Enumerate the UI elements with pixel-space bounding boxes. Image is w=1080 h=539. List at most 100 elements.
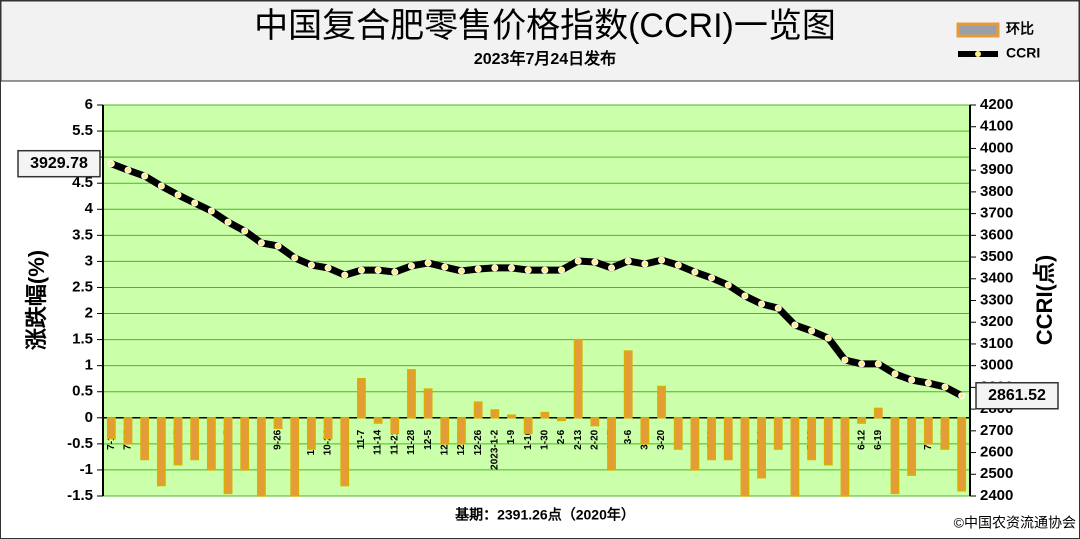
- y2-tick-label: 3000: [980, 357, 1013, 374]
- bar: [657, 385, 666, 419]
- bar: [507, 414, 516, 419]
- bar: [490, 409, 500, 419]
- bar: [190, 417, 200, 461]
- legend-dot: [975, 51, 981, 57]
- line-point: [457, 267, 465, 275]
- line-point: [107, 160, 115, 168]
- footnote: 基期：2391.26点（2020年）: [455, 507, 635, 523]
- line-point: [658, 256, 666, 264]
- y2-tick-label: 2400: [980, 487, 1013, 504]
- bar: [673, 417, 683, 450]
- chart-subtitle: 2023年7月24日发布: [474, 49, 616, 68]
- y-tick-label: 6: [85, 96, 93, 113]
- bar: [707, 417, 716, 461]
- line-point: [391, 268, 399, 276]
- bar: [140, 417, 150, 461]
- bar: [323, 417, 333, 440]
- x-tick-label: 6-12: [856, 429, 867, 449]
- y-tick-label: 4.5: [72, 174, 93, 191]
- line-point: [441, 263, 449, 271]
- y2-tick-label: 3200: [980, 313, 1013, 330]
- y2-tick-label: 4000: [980, 139, 1013, 156]
- bar: [873, 407, 883, 419]
- line-point: [291, 254, 299, 262]
- line-point: [941, 383, 949, 391]
- y-tick-label: 0: [85, 409, 93, 426]
- line-point: [608, 264, 616, 272]
- y-tick-label: 4: [85, 200, 94, 217]
- bar: [557, 417, 566, 422]
- x-tick-label: 10-24: [323, 429, 334, 455]
- bar: [773, 417, 783, 450]
- bar: [907, 417, 917, 476]
- y2-tick-label: 3800: [980, 183, 1013, 200]
- y2-tick-label: 2600: [980, 444, 1013, 461]
- bar: [923, 417, 933, 445]
- line-point: [357, 266, 365, 274]
- bar: [390, 417, 400, 435]
- line-point: [874, 360, 882, 368]
- line-point: [324, 264, 332, 272]
- line-point: [191, 199, 199, 207]
- bar: [573, 338, 583, 419]
- x-tick-label: 9-26: [273, 429, 284, 449]
- line-point: [507, 264, 515, 272]
- value-label-box: [975, 381, 1059, 410]
- bar: [790, 417, 800, 497]
- bar: [623, 350, 633, 419]
- line-point: [491, 264, 499, 272]
- y2-tick-label: 3600: [980, 226, 1013, 243]
- line-point: [824, 334, 832, 342]
- bar: [123, 417, 133, 445]
- bar: [273, 417, 283, 429]
- line-point: [374, 266, 382, 274]
- bar: [357, 377, 366, 419]
- y2-axis-label: CCRI(点): [1032, 255, 1057, 345]
- bar: [256, 417, 266, 497]
- bar: [423, 388, 433, 419]
- bar: [340, 417, 350, 487]
- bar: [240, 417, 250, 471]
- y2-tick-label: 4100: [980, 118, 1013, 135]
- x-tick-label: 7-18: [106, 429, 117, 449]
- y2-tick-label: 3700: [980, 205, 1013, 222]
- bar: [757, 417, 767, 479]
- bar: [106, 417, 116, 440]
- value-label: 3929.78: [30, 155, 88, 172]
- y2-tick-label: 2500: [980, 465, 1013, 482]
- y2-tick-label: 2700: [980, 422, 1013, 439]
- line-point: [858, 360, 866, 368]
- bar: [940, 417, 950, 450]
- y-tick-label: -0.5: [67, 435, 93, 452]
- bar: [290, 417, 300, 497]
- bar: [457, 417, 466, 445]
- legend-label: 环比: [1006, 21, 1034, 37]
- line-point: [257, 239, 265, 247]
- line-point: [774, 304, 782, 312]
- line-point: [624, 257, 632, 265]
- y2-tick-label: 3400: [980, 270, 1013, 287]
- line-point: [174, 191, 182, 199]
- bar: [823, 417, 833, 466]
- line-point: [558, 266, 566, 274]
- bar: [857, 417, 867, 424]
- y2-tick-label: 3100: [980, 335, 1013, 352]
- x-tick-label: 3-6: [623, 429, 634, 444]
- y2-tick-label: 3900: [980, 161, 1013, 178]
- x-tick-label: 11-21: [389, 429, 400, 454]
- bar: [740, 417, 750, 497]
- bar: [540, 411, 550, 419]
- x-tick-label: 2-13: [573, 429, 584, 449]
- y-axis-label: 涨跌幅(%): [24, 250, 49, 350]
- y-tick-label: 2.5: [72, 278, 93, 295]
- y-tick-label: 1: [85, 357, 93, 374]
- x-tick-label: 11-28: [406, 429, 417, 454]
- bar: [440, 417, 450, 445]
- y-tick-label: -1: [80, 461, 93, 478]
- line-point: [474, 265, 482, 273]
- line-point: [924, 379, 932, 387]
- x-tick-label: 3-20: [656, 429, 667, 449]
- bar: [840, 417, 850, 497]
- line-point: [124, 166, 132, 174]
